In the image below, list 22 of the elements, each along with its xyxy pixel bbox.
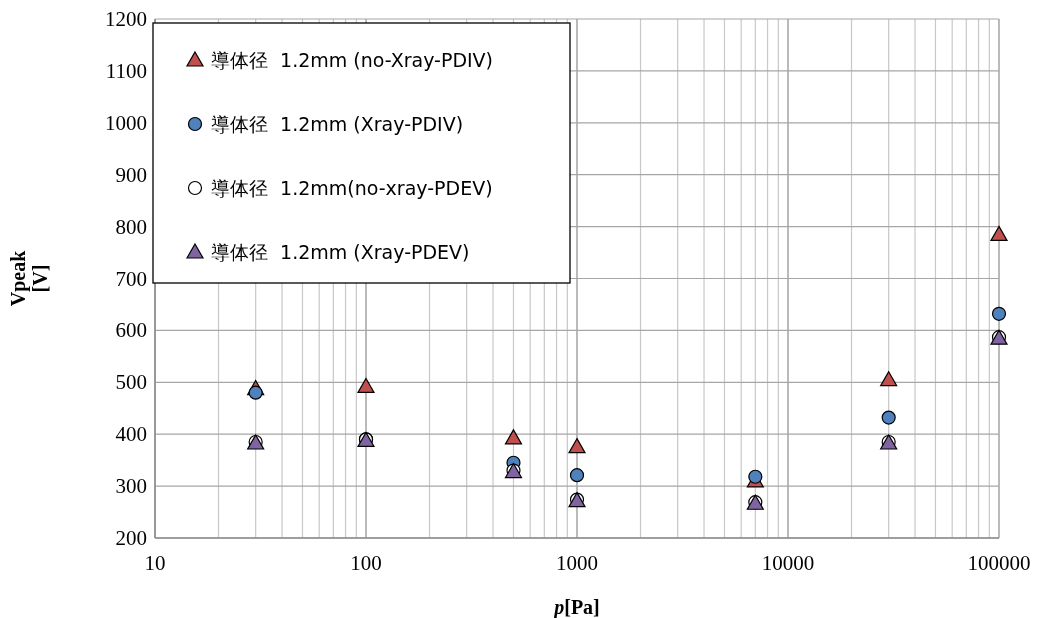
x-tick-label: 10 (144, 551, 166, 575)
legend-label: 導体径 1.2mm (Xray-PDIV) (211, 113, 464, 135)
y-tick-label: 1000 (105, 110, 147, 135)
y-tick-label: 1100 (105, 58, 147, 83)
legend-label: 導体径 1.2mm(no-xray-PDEV) (211, 177, 493, 199)
y-tick-label: 500 (115, 370, 147, 395)
y-tick-label: 1200 (105, 7, 147, 31)
y-tick-label: 700 (115, 266, 147, 291)
y-tick-label: 800 (115, 214, 147, 239)
legend-label: 導体径 1.2mm (no-Xray-PDIV) (211, 49, 494, 71)
y-tick-label: 900 (115, 162, 147, 187)
x-tick-label: 100 (350, 551, 382, 575)
x-tick-label: 100000 (967, 551, 1031, 575)
y-axis-title: Vpeak [V] (7, 249, 51, 307)
legend-label: 導体径 1.2mm (Xray-PDEV) (211, 241, 470, 263)
y-tick-label: 200 (115, 526, 147, 550)
y-tick-label: 400 (115, 422, 147, 447)
x-axis-title: p[Pa] (552, 596, 600, 618)
x-tick-label: 1000 (556, 551, 598, 575)
x-tick-label: 10000 (761, 551, 815, 575)
y-tick-label: 300 (115, 474, 147, 499)
y-tick-label: 600 (115, 318, 147, 343)
